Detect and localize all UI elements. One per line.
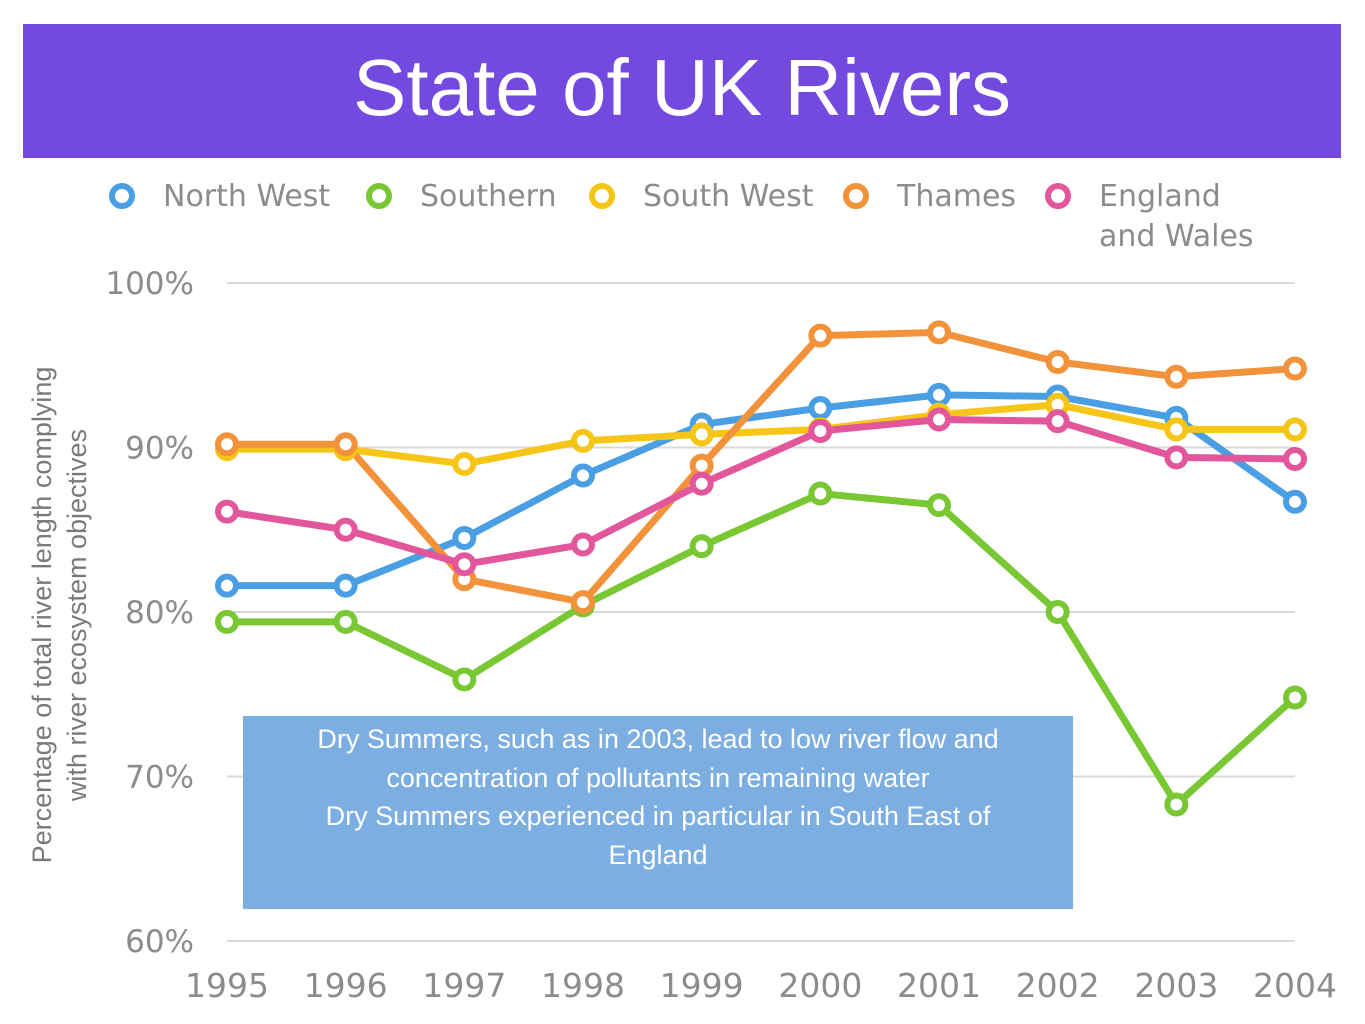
data-point [1164,364,1189,389]
y-axis-label-line-2: with river ecosystem objectives [62,428,92,802]
data-point [689,534,714,559]
data-point [1045,409,1070,434]
data-point [1283,417,1307,442]
legend-marker [1045,183,1071,209]
data-point [215,573,239,598]
data-point [333,573,358,598]
data-point [452,552,477,577]
data-point [1045,349,1070,374]
x-tick-label: 2003 [1134,966,1218,1005]
annotation-line-3: Dry Summers experienced in particular in… [325,801,991,831]
legend-label: Southern [420,179,556,214]
data-point [808,481,833,506]
series-lines [223,328,1299,808]
page-title: State of UK Rivers [352,43,1011,132]
legend-label: South West [643,179,814,214]
data-point [215,499,239,524]
data-point [452,667,477,692]
data-point [1283,356,1307,381]
data-point [927,407,951,432]
legend-label: England [1099,179,1221,214]
data-point [333,432,358,457]
data-point [927,493,951,518]
y-tick-label: 100% [105,266,194,302]
annotation-line-4: England [608,839,708,870]
legend-marker [589,183,615,209]
data-point [1283,685,1307,710]
title-banner: State of UK Rivers [23,24,1341,158]
data-point [808,323,833,348]
legend-marker [366,183,392,209]
data-point [333,517,358,542]
x-tick-label: 2001 [897,966,981,1005]
series-markers [215,320,1307,817]
y-tick-label: 90% [125,431,194,467]
data-point [1164,417,1189,442]
x-tick-label: 1997 [422,966,506,1005]
annotation-line-1: Dry Summers, such as in 2003, lead to lo… [317,724,999,754]
x-tick-label: 2000 [778,966,862,1005]
data-point [1045,600,1070,624]
data-point [689,422,714,447]
data-point [1164,792,1189,817]
data-point [215,609,239,634]
series-line-3 [223,328,1299,606]
x-tick-label: 1999 [660,966,744,1005]
data-point [1164,445,1189,470]
x-tick-label: 1995 [185,966,269,1005]
y-tick-label: 60% [125,924,194,960]
data-point [452,451,477,476]
x-tick-label: 1998 [541,966,625,1005]
legend-label: North West [163,179,330,214]
x-tick-label: 2004 [1253,966,1337,1005]
grid-lines [227,282,1295,942]
legend-marker [843,183,869,209]
y-tick-label: 80% [125,595,194,631]
data-point [808,419,833,444]
legend-marker [109,183,135,209]
data-point [571,532,595,557]
legend: North West Southern South West Thames Englan… [109,179,1254,254]
annotation-line-2: concentration of pollutants in remaining… [386,762,930,793]
data-point [927,382,951,407]
series-line-4 [223,416,1299,568]
x-tick-label: 2002 [1016,966,1100,1005]
y-axis-label-line-1: Percentage of total river length complyi… [27,366,57,864]
annotation-box: Dry Summers, such as in 2003, lead to lo… [243,716,1073,909]
data-point [808,396,833,421]
data-point [571,590,595,615]
data-point [571,463,595,488]
data-point [689,471,714,496]
x-axis-ticks: 1995 1996 1997 1998 1999 2000 2001 2002 2003 2004 [185,966,1337,1005]
y-axis-label: Percentage of total river length complyi… [25,367,95,864]
data-point [571,428,595,453]
legend-label: and Wales [1099,219,1254,254]
series-line-1 [223,490,1299,808]
series-line-0 [223,391,1299,590]
data-point [927,320,951,345]
data-point [215,432,239,457]
data-point [333,609,358,634]
data-point [452,525,477,550]
data-point [1283,489,1307,514]
legend-label: Thames [896,179,1016,214]
y-tick-label: 70% [125,760,194,796]
y-axis-ticks: 60% 70% 80% 90% 100% [105,266,194,960]
series-line-2 [223,401,1299,468]
data-point [1283,447,1307,472]
x-tick-label: 1996 [304,966,388,1005]
